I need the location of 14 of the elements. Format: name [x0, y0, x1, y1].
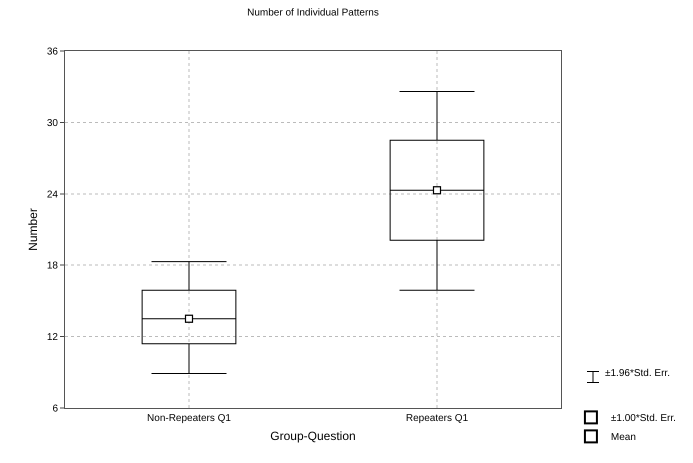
- y-tick-label: 30: [46, 118, 58, 129]
- y-tick-label: 18: [46, 260, 58, 272]
- x-tick-label: Repeaters Q1: [406, 413, 469, 424]
- legend-label: Mean: [610, 432, 636, 444]
- y-tick-label: 24: [46, 189, 58, 200]
- x-axis-title: Group-Question: [270, 428, 356, 443]
- legend-label: ±1.00*Std. Err.: [610, 413, 676, 424]
- y-axis-title: Number: [26, 208, 40, 251]
- y-tick-label: 12: [46, 332, 58, 344]
- text: ±1.96*Std. Err.: [605, 368, 670, 379]
- y-tick-label: 6: [52, 404, 58, 414]
- x-tick-label: Non-Repeaters Q1: [147, 413, 232, 424]
- chart-title: Number of Individual Patterns: [247, 8, 379, 18]
- y-tick-label: 36: [46, 46, 58, 58]
